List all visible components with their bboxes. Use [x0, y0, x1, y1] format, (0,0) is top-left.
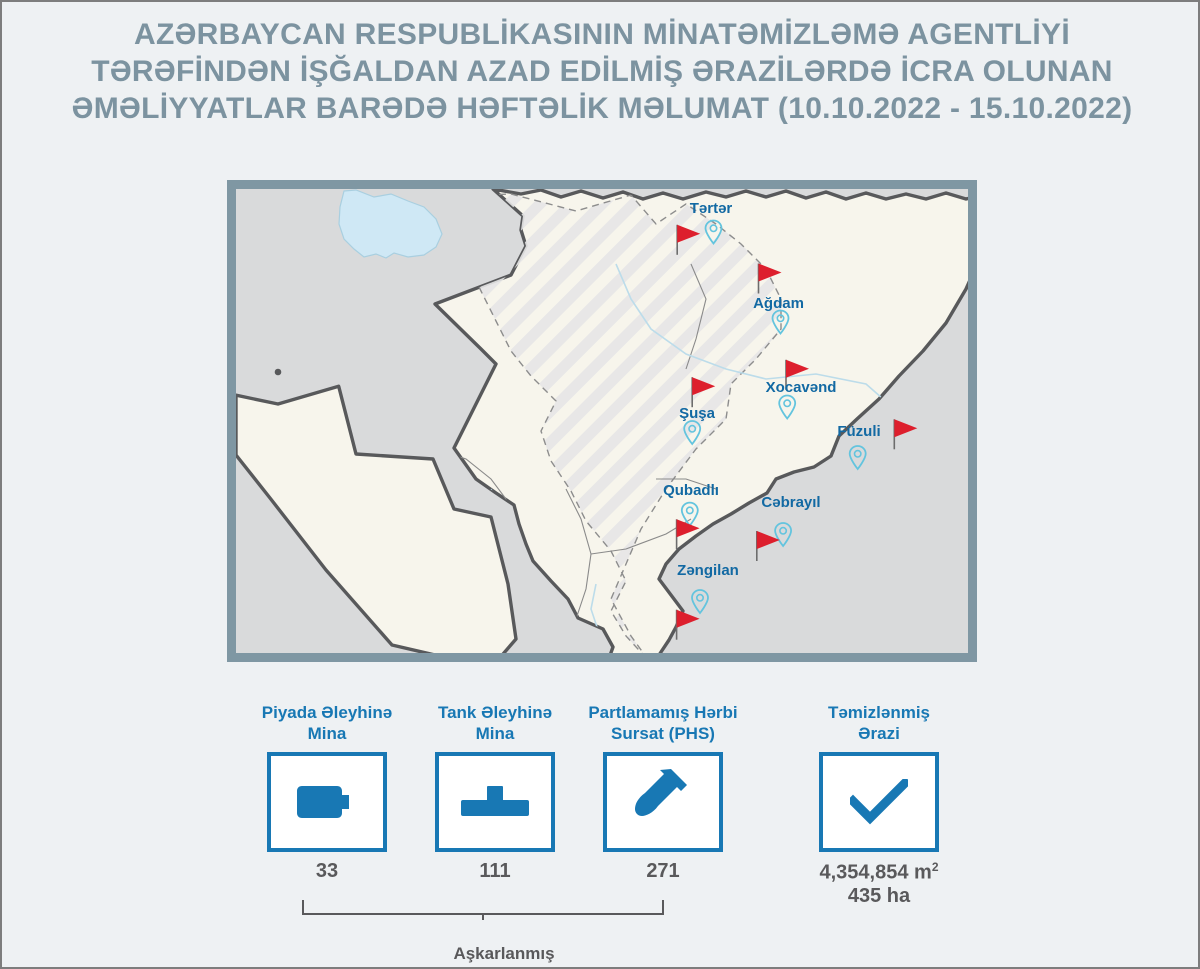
svg-text:Cəbrayıl: Cəbrayıl	[761, 494, 820, 511]
svg-text:Zəngilan: Zəngilan	[677, 562, 739, 579]
svg-text:Qubadlı: Qubadlı	[663, 482, 719, 499]
svg-text:Şuşa: Şuşa	[679, 405, 716, 422]
svg-text:Xocavənd: Xocavənd	[766, 379, 837, 396]
svg-text:Füzuli: Füzuli	[837, 423, 880, 440]
svg-text:Tərtər: Tərtər	[690, 200, 733, 217]
svg-text:Ağdam: Ağdam	[753, 295, 804, 312]
